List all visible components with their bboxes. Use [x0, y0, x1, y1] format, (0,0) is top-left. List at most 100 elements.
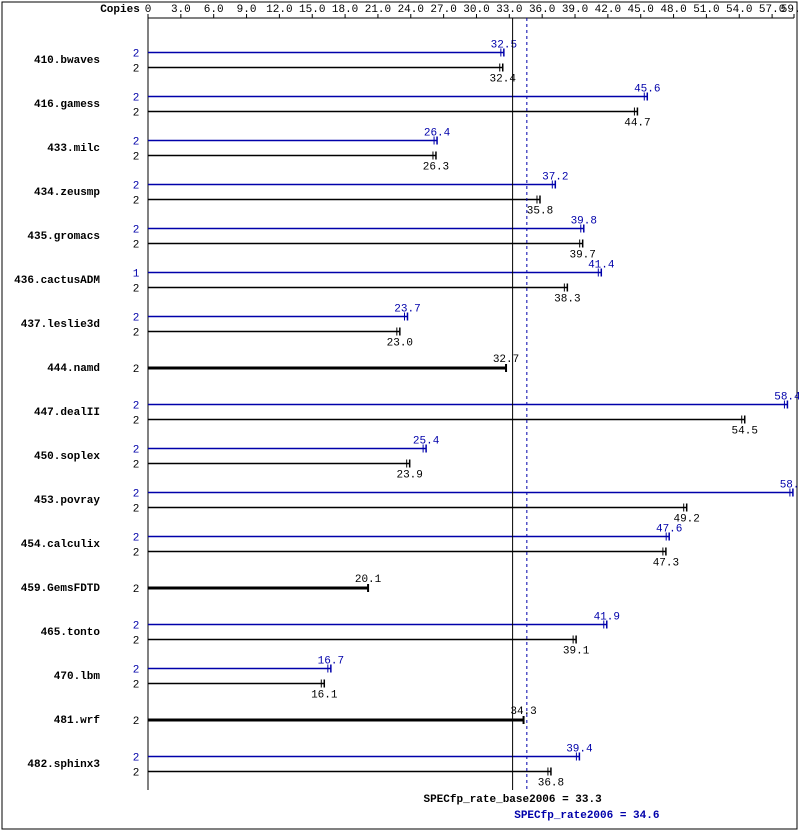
copies-base: 2 — [133, 460, 140, 472]
benchmark-label: 433.milc — [47, 143, 100, 155]
copies-peak: 2 — [133, 225, 140, 237]
base-value-label: 44.7 — [624, 118, 650, 130]
benchmark-label: 481.wrf — [54, 715, 101, 727]
x-tick-label: 51.0 — [693, 4, 719, 16]
benchmark-label: 465.tonto — [41, 627, 101, 639]
ref-label-base: SPECfp_rate_base2006 = 33.3 — [423, 794, 602, 806]
base-value-label: 23.0 — [387, 338, 413, 350]
copies-peak: 2 — [133, 313, 140, 325]
benchmark-label: 434.zeusmp — [34, 187, 100, 199]
copies-base: 2 — [133, 196, 140, 208]
x-tick-label: 15.0 — [299, 4, 325, 16]
x-tick-label: 39.0 — [562, 4, 588, 16]
copies-base: 2 — [133, 240, 140, 252]
base-value-label: 39.1 — [563, 646, 590, 658]
base-value-label: 23.9 — [396, 470, 422, 482]
copies-peak: 2 — [133, 49, 140, 61]
peak-value-label: 39.4 — [566, 744, 593, 756]
base-value-label: 16.1 — [311, 690, 338, 702]
x-tick-label: 59.0 — [781, 4, 799, 16]
benchmark-label: 435.gromacs — [27, 231, 100, 243]
x-tick-label: 21.0 — [365, 4, 391, 16]
peak-value-label: 45.6 — [634, 84, 660, 96]
base-value-label: 32.7 — [493, 354, 519, 366]
x-tick-label: 18.0 — [332, 4, 358, 16]
base-value-label: 26.3 — [423, 162, 449, 174]
copies-peak: 2 — [133, 401, 140, 413]
x-tick-label: 9.0 — [237, 4, 257, 16]
copies-peak: 1 — [133, 269, 140, 281]
copies-peak: 2 — [133, 445, 140, 457]
x-tick-label: 30.0 — [463, 4, 489, 16]
x-tick-label: 12.0 — [266, 4, 292, 16]
peak-value-label: 16.7 — [318, 656, 344, 668]
copies-peak: 2 — [133, 181, 140, 193]
copies-base: 2 — [133, 768, 140, 780]
copies-value: 2 — [133, 584, 140, 596]
copies-peak: 2 — [133, 533, 140, 545]
benchmark-label: 450.soplex — [34, 451, 100, 463]
x-tick-label: 42.0 — [595, 4, 621, 16]
spec-chart: 0 3.0 6.0 9.0 12.0 15.0 18.0 21.0 24.0 27.0 30.0 33… — [0, 0, 799, 831]
copies-base: 2 — [133, 680, 140, 692]
benchmark-label: 454.calculix — [21, 539, 101, 551]
base-value-label: 20.1 — [355, 574, 382, 586]
benchmark-label: 416.gamess — [34, 99, 100, 111]
copies-base: 2 — [133, 284, 140, 296]
base-value-label: 47.3 — [653, 558, 679, 570]
peak-value-label: 23.7 — [394, 304, 420, 316]
peak-value-label: 58.4 — [774, 392, 799, 404]
benchmark-label: 453.povray — [34, 495, 100, 507]
x-tick-label: 3.0 — [171, 4, 191, 16]
copies-value: 2 — [133, 364, 140, 376]
base-value-label: 34.3 — [510, 706, 536, 718]
copies-peak: 2 — [133, 753, 140, 765]
copies-base: 2 — [133, 328, 140, 340]
benchmark-label: 437.leslie3d — [21, 319, 100, 331]
x-tick-label: 27.0 — [430, 4, 456, 16]
copies-peak: 2 — [133, 665, 140, 677]
peak-value-label: 39.8 — [571, 216, 597, 228]
copies-peak: 2 — [133, 137, 140, 149]
peak-value-label: 25.4 — [413, 436, 440, 448]
x-tick-label: 6.0 — [204, 4, 224, 16]
benchmark-label: 447.dealII — [34, 407, 100, 419]
x-tick-label: 48.0 — [660, 4, 686, 16]
copies-base: 2 — [133, 152, 140, 164]
x-tick-label: 0 — [145, 4, 152, 16]
benchmark-label: 482.sphinx3 — [27, 759, 100, 771]
ref-label-peak: SPECfp_rate2006 = 34.6 — [514, 810, 659, 822]
peak-value-label: 58.9 — [780, 480, 799, 492]
copies-base: 2 — [133, 108, 140, 120]
benchmark-label: 470.lbm — [54, 671, 101, 683]
peak-value-label: 26.4 — [424, 128, 451, 140]
base-value-label: 38.3 — [554, 294, 580, 306]
copies-base: 2 — [133, 548, 140, 560]
copies-header: Copies — [100, 4, 140, 16]
benchmark-label: 410.bwaves — [34, 55, 100, 67]
peak-value-label: 37.2 — [542, 172, 568, 184]
chart-svg: 0 3.0 6.0 9.0 12.0 15.0 18.0 21.0 24.0 27.0 30.0 33… — [0, 0, 799, 831]
x-tick-label: 45.0 — [628, 4, 654, 16]
x-tick-label: 24.0 — [398, 4, 424, 16]
copies-peak: 2 — [133, 489, 140, 501]
base-value-label: 36.8 — [538, 778, 564, 790]
x-tick-label: 36.0 — [529, 4, 555, 16]
base-value-label: 35.8 — [527, 206, 553, 218]
base-value-label: 54.5 — [732, 426, 758, 438]
copies-peak: 2 — [133, 93, 140, 105]
copies-peak: 2 — [133, 621, 140, 633]
copies-value: 2 — [133, 716, 140, 728]
peak-value-label: 41.9 — [594, 612, 620, 624]
peak-value-label: 41.4 — [588, 260, 615, 272]
benchmark-label: 459.GemsFDTD — [21, 583, 101, 595]
copies-base: 2 — [133, 64, 140, 76]
copies-base: 2 — [133, 416, 140, 428]
x-tick-label: 54.0 — [726, 4, 752, 16]
copies-base: 2 — [133, 504, 140, 516]
benchmark-label: 444.namd — [47, 363, 100, 375]
benchmark-label: 436.cactusADM — [14, 275, 100, 287]
x-tick-label: 33.0 — [496, 4, 522, 16]
peak-value-label: 47.6 — [656, 524, 682, 536]
copies-base: 2 — [133, 636, 140, 648]
